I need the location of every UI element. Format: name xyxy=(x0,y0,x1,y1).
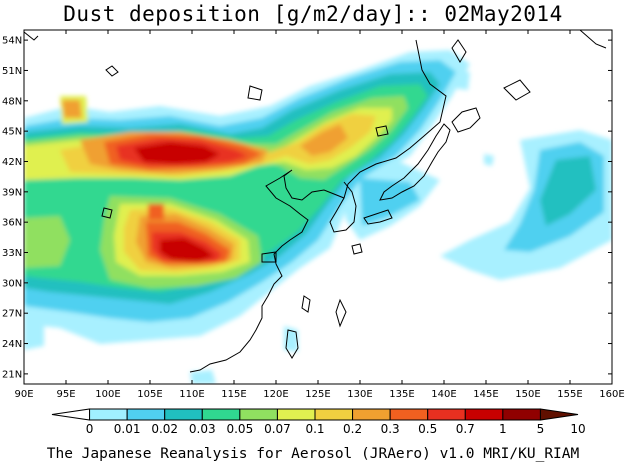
lat-axis: 21N 24N 27N 30N 33N 36N 39N 42N 45N 48N 51N 54N xyxy=(2,36,612,380)
lat-tick-label: 54N xyxy=(2,36,22,47)
colorbar-label: 0.2 xyxy=(343,422,362,436)
colorbar-swatch xyxy=(427,408,466,421)
lat-tick-label: 51N xyxy=(2,66,22,77)
lat-tick-label: 27N xyxy=(2,309,22,320)
colorbar-label: 0.7 xyxy=(456,422,475,436)
colorbar-label: 0.5 xyxy=(418,422,437,436)
lon-tick-label: 150E xyxy=(515,389,540,400)
colorbar-label: 5 xyxy=(537,422,545,436)
colorbar-label: 0.01 xyxy=(114,422,141,436)
lon-tick-label: 145E xyxy=(473,389,498,400)
lat-tick-label: 36N xyxy=(2,218,22,229)
lon-tick-label: 95E xyxy=(56,389,75,400)
colorbar-swatch xyxy=(539,408,579,421)
lat-tick-label: 45N xyxy=(2,127,22,138)
colorbar-label: 0.05 xyxy=(226,422,253,436)
colorbar: 0 0.01 0.02 0.03 0.05 0.07 0.1 0.2 0.3 0.5 0.7 1 5 10 xyxy=(51,408,586,436)
colorbar-swatch xyxy=(314,408,354,421)
colorbar-label: 0.07 xyxy=(264,422,291,436)
colorbar-swatch xyxy=(502,408,541,421)
plot-area xyxy=(24,30,612,384)
colorbar-label: 0.02 xyxy=(151,422,178,436)
colorbar-swatch xyxy=(464,408,504,421)
colorbar-swatch xyxy=(389,408,429,421)
colorbar-swatch xyxy=(164,408,203,421)
lon-tick-label: 115E xyxy=(221,389,246,400)
lon-tick-label: 110E xyxy=(179,389,204,400)
colorbar-swatch xyxy=(352,408,391,421)
map-title: Dust deposition [g/m2/day]:: 02May2014 xyxy=(63,2,563,26)
lat-tick-label: 33N xyxy=(2,248,22,259)
lon-tick-label: 155E xyxy=(557,389,582,400)
footer-credit: The Japanese Reanalysis for Aerosol (JRA… xyxy=(46,446,580,462)
lat-tick-label: 24N xyxy=(2,339,22,350)
dust-field xyxy=(24,50,612,384)
lon-tick-label: 140E xyxy=(431,389,456,400)
colorbar-label: 1 xyxy=(499,422,507,436)
colorbar-swatch xyxy=(201,408,241,421)
colorbar-label: 0.3 xyxy=(381,422,400,436)
lat-tick-label: 21N xyxy=(2,369,22,380)
colorbar-label: 0 xyxy=(86,422,94,436)
lon-tick-label: 90E xyxy=(14,389,33,400)
colorbar-swatch xyxy=(89,408,128,421)
colorbar-label: 10 xyxy=(570,422,585,436)
lat-tick-label: 42N xyxy=(2,157,22,168)
colorbar-label: 0.1 xyxy=(305,422,324,436)
lon-tick-label: 100E xyxy=(95,389,120,400)
lon-tick-label: 125E xyxy=(305,389,330,400)
coastlines xyxy=(24,30,607,373)
lat-tick-label: 39N xyxy=(2,187,22,198)
lon-tick-label: 120E xyxy=(263,389,288,400)
lon-tick-label: 105E xyxy=(137,389,162,400)
lon-tick-label: 160E xyxy=(599,389,624,400)
colorbar-swatch xyxy=(239,408,278,421)
colorbar-swatch xyxy=(126,408,166,421)
lat-tick-label: 48N xyxy=(2,96,22,107)
dust-level-1 xyxy=(134,142,220,262)
lon-tick-label: 130E xyxy=(347,389,372,400)
lat-tick-label: 30N xyxy=(2,278,22,289)
colorbar-swatch xyxy=(51,408,91,421)
colorbar-label: 0.03 xyxy=(189,422,216,436)
colorbar-swatch xyxy=(276,408,316,421)
lon-axis: 90E 95E 100E 105E 110E 115E 120E 125E 130E 135E 14… xyxy=(14,30,625,400)
lon-tick-label: 135E xyxy=(389,389,414,400)
